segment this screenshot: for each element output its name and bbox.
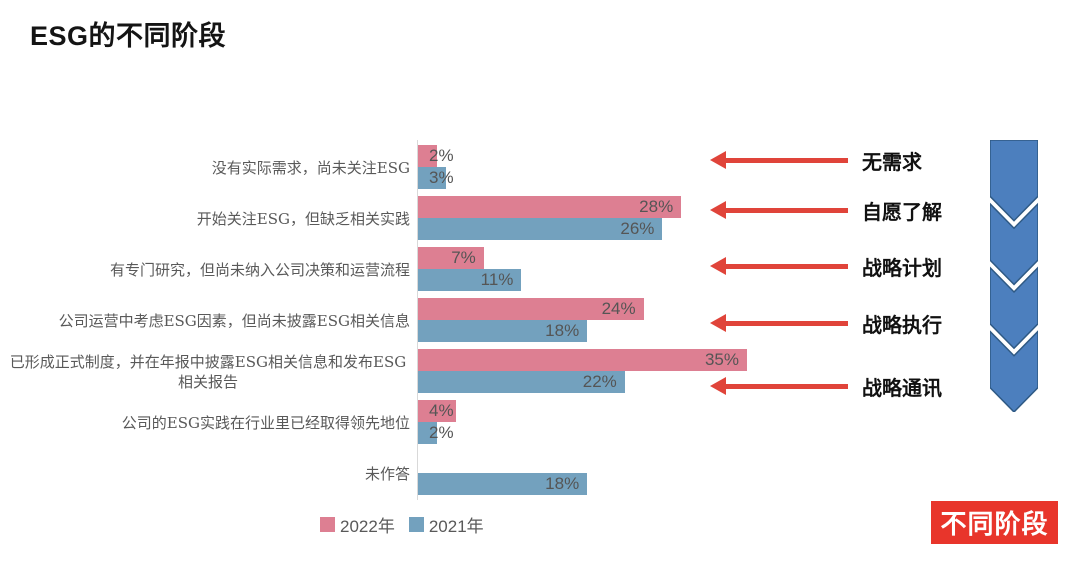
category-label-text: 已形成正式制度，并在年报中披露ESG相关信息和发布ESG相关报告 <box>9 352 407 391</box>
bar-2021年-5 <box>418 422 437 444</box>
page-title: ESG的不同阶段 <box>30 21 227 51</box>
chevron-segment <box>990 330 1038 412</box>
arrow-shaft <box>726 207 848 213</box>
left-arrow-icon <box>710 377 726 395</box>
left-arrow-icon <box>710 314 726 332</box>
stage-annotation: 自愿了解 <box>710 199 942 224</box>
category-label-text: 未作答 <box>364 464 410 483</box>
category-label: 没有实际需求，尚未关注ESG <box>6 142 410 193</box>
category-label: 有专门研究，但尚未纳入公司决策和运营流程 <box>6 244 410 295</box>
bar-2021年-2 <box>418 269 522 291</box>
stage-banner: 不同阶段 <box>931 501 1058 544</box>
stage-annotation: 战略执行 <box>710 312 942 337</box>
legend-swatch-icon <box>320 517 335 532</box>
category-label-text: 没有实际需求，尚未关注ESG <box>211 158 410 177</box>
bar-2022年-3 <box>418 298 644 320</box>
legend-item: 2021年 <box>408 512 484 537</box>
category-label: 公司运营中考虑ESG因素，但尚未披露ESG相关信息 <box>6 295 410 346</box>
bar-2021年-3 <box>418 320 588 342</box>
left-arrow-icon <box>710 201 726 219</box>
legend-swatch-icon <box>408 517 424 532</box>
bar-2022年-0 <box>418 145 437 167</box>
bar-value-label: 26% <box>620 219 655 238</box>
category-label: 开始关注ESG，但缺乏相关实践 <box>6 193 410 244</box>
left-arrow-icon <box>710 151 726 169</box>
bar-value-label: 35% <box>704 350 739 369</box>
bar-2022年-1 <box>418 196 682 218</box>
chart-legend: 2022年 2021年 <box>320 512 484 537</box>
bar-2022年-4 <box>418 349 747 371</box>
bar-2021年-0 <box>418 167 447 189</box>
category-label: 未作答 <box>6 448 410 499</box>
bar-value-label: 22% <box>582 372 617 391</box>
bar-2022年-5 <box>418 400 456 422</box>
bar-value-label: 11% <box>480 270 514 289</box>
bar-value-label: 2% <box>429 146 454 165</box>
chevron-segment <box>990 202 1038 286</box>
stage-annotation: 战略计划 <box>710 255 942 280</box>
bar-value-label: 3% <box>429 168 454 187</box>
bar-value-label: 18% <box>545 474 580 493</box>
stage-label: 无需求 <box>862 151 922 174</box>
bar-value-label: 24% <box>601 299 636 318</box>
down-chevron-arrow-icon <box>990 140 1038 412</box>
stage-label: 战略通讯 <box>862 377 942 400</box>
stage-annotation: 战略通讯 <box>710 375 942 400</box>
stage-label: 自愿了解 <box>862 201 942 224</box>
bar-2022年-2 <box>418 247 484 269</box>
category-axis-line <box>417 140 418 500</box>
arrow-shaft <box>726 383 848 389</box>
stage-annotation: 无需求 <box>710 149 922 174</box>
legend-label: 2022年 <box>340 517 395 536</box>
bar-value-label: 4% <box>429 401 454 420</box>
category-label-text: 公司的ESG实践在行业里已经取得领先地位 <box>121 413 410 432</box>
bar-value-label: 18% <box>545 321 580 340</box>
arrow-shaft <box>726 320 848 326</box>
bar-2021年-1 <box>418 218 663 240</box>
category-label: 公司的ESG实践在行业里已经取得领先地位 <box>6 397 410 448</box>
category-label-text: 有专门研究，但尚未纳入公司决策和运营流程 <box>109 260 410 279</box>
category-label-text: 开始关注ESG，但缺乏相关实践 <box>196 209 410 228</box>
chevron-segment <box>990 266 1038 350</box>
arrow-shaft <box>726 263 848 269</box>
stage-label: 战略计划 <box>862 257 942 280</box>
chevron-segment <box>990 140 1038 222</box>
legend-item: 2022年 <box>320 512 395 537</box>
stage-label: 战略执行 <box>862 314 942 337</box>
bar-2021年-6 <box>418 473 588 495</box>
bar-value-label: 28% <box>639 197 674 216</box>
bar-value-label: 2% <box>429 423 454 442</box>
category-label: 已形成正式制度，并在年报中披露ESG相关信息和发布ESG相关报告 <box>6 346 410 397</box>
arrow-shaft <box>726 157 848 163</box>
category-label-text: 公司运营中考虑ESG因素，但尚未披露ESG相关信息 <box>58 311 410 330</box>
legend-label: 2021年 <box>428 517 484 536</box>
bar-2021年-4 <box>418 371 625 393</box>
left-arrow-icon <box>710 257 726 275</box>
bar-value-label: 7% <box>451 248 476 267</box>
